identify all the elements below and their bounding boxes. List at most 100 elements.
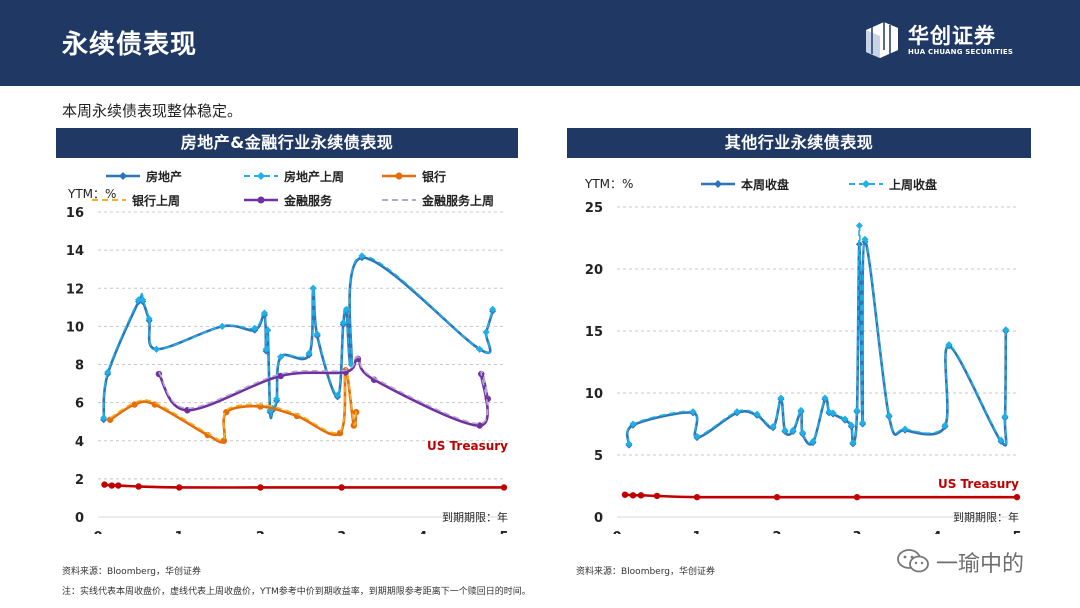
data-point [1001,413,1009,421]
x-tick-label: 3 [852,530,861,534]
x-tick-label: 0 [612,530,621,534]
data-point [901,425,909,433]
legend-marker [257,172,265,180]
y-tick-label: 14 [66,244,84,259]
data-point [693,432,701,440]
x-axis-label: 到期期限：年 [953,510,1019,524]
data-point [773,493,781,501]
y-tick-label: 10 [66,320,84,335]
data-point [809,437,817,445]
data-point [338,484,345,491]
data-point [264,326,272,334]
series-line-4 [157,357,490,427]
data-point [260,309,268,317]
x-tick-label: 1 [175,530,184,534]
series-line-0 [102,256,494,420]
data-point [941,421,949,429]
data-point [334,391,342,399]
legend-marker [395,172,403,180]
watermark-text: 一瑜中的 [936,552,1025,577]
data-point [309,284,317,292]
x-tick-label: 2 [256,530,265,534]
data-point [339,319,347,327]
data-point [855,222,863,230]
summary-text: 本周永续债表现整体稳定。 [62,102,243,120]
data-point [101,481,108,488]
data-point [336,429,344,437]
data-point [853,406,861,414]
legend-marker [714,180,722,188]
legend-label: 上周收盘 [889,177,937,192]
data-point [799,429,807,437]
data-point [693,493,701,501]
data-point [273,395,281,403]
data-point [777,394,785,402]
logo-name: 华创证券 [908,24,996,48]
x-axis-label: 到期期限：年 [442,510,508,524]
data-point [847,421,855,429]
logo-cube-icon [866,22,898,58]
data-point [945,341,953,349]
watermark: 一瑜中的 [896,546,1072,577]
logo-subtitle: HUA CHUANG SECURITIES [908,48,1014,56]
legend-label: 银行 [422,169,446,184]
data-point [151,401,159,408]
data-point [789,426,797,434]
x-tick-label: 2 [772,530,781,534]
data-point [821,394,829,402]
left-source-note: 资料来源：Bloomberg，华创证券 [62,567,201,577]
data-point [342,305,350,313]
company-logo: 华创证券 HUA CHUANG SECURITIES [864,20,1024,64]
data-point [220,437,228,444]
legend-label: 房地产上周 [284,169,344,184]
data-point [476,345,484,353]
data-point [769,422,777,430]
data-point [781,426,789,434]
data-point [637,492,645,499]
data-point [1002,326,1010,334]
y-tick-label: 10 [585,387,603,402]
left-chart-title: 房地产&金融行业永续债表现 [56,128,518,158]
series-line-2 [109,368,358,444]
legend-marker [119,172,127,180]
x-tick-label: 4 [418,530,427,534]
y-tick-label: 12 [66,282,84,297]
legend-label: 房地产 [146,169,182,184]
footnote: 注：实线代表本周收盘价，虚线代表上周收盘价，YTM参考中价到期收益率，到期期限参… [62,587,531,597]
y-tick-label: 20 [585,263,603,278]
data-point [1013,493,1021,501]
data-point [689,408,697,416]
header-bar: 永续债表现 华创证券 HUA CHUANG SECURITIES [0,0,1080,86]
data-point [849,439,857,447]
y-axis-label: YTM：% [67,187,116,201]
data-point [997,436,1005,444]
data-point [100,414,108,422]
treasury-annotation: US Treasury [427,439,508,453]
data-point [841,415,849,423]
y-tick-label: 0 [75,511,84,526]
data-point [277,353,285,361]
series-line-1 [102,255,494,418]
legend-label: 银行上周 [132,193,180,208]
data-point [625,440,633,448]
legend-label: 金融服务上周 [421,193,494,208]
data-point [733,408,741,416]
y-tick-label: 16 [66,206,84,221]
data-point [358,252,366,260]
other-industries-chart: 0 5 10 15 20 25 0 1 2 3 4 5 YTM：% 到期期限：年 US Treasury 本周… [584,177,1022,534]
data-point [176,484,183,491]
data-point [797,406,805,414]
x-tick-label: 5 [499,530,508,534]
x-tick-label: 3 [337,530,346,534]
data-point [104,368,112,376]
y-tick-label: 5 [594,449,603,464]
legend-marker [862,180,870,188]
right-source-note: 资料来源：Bloomberg，华创证券 [576,567,715,577]
data-point [145,315,153,323]
right-chart-title: 其他行业永续债表现 [567,128,1031,158]
y-tick-label: 8 [75,359,84,374]
x-tick-label: 0 [93,530,102,534]
data-point [108,482,116,489]
data-point [135,483,142,490]
y-tick-label: 4 [75,435,84,450]
